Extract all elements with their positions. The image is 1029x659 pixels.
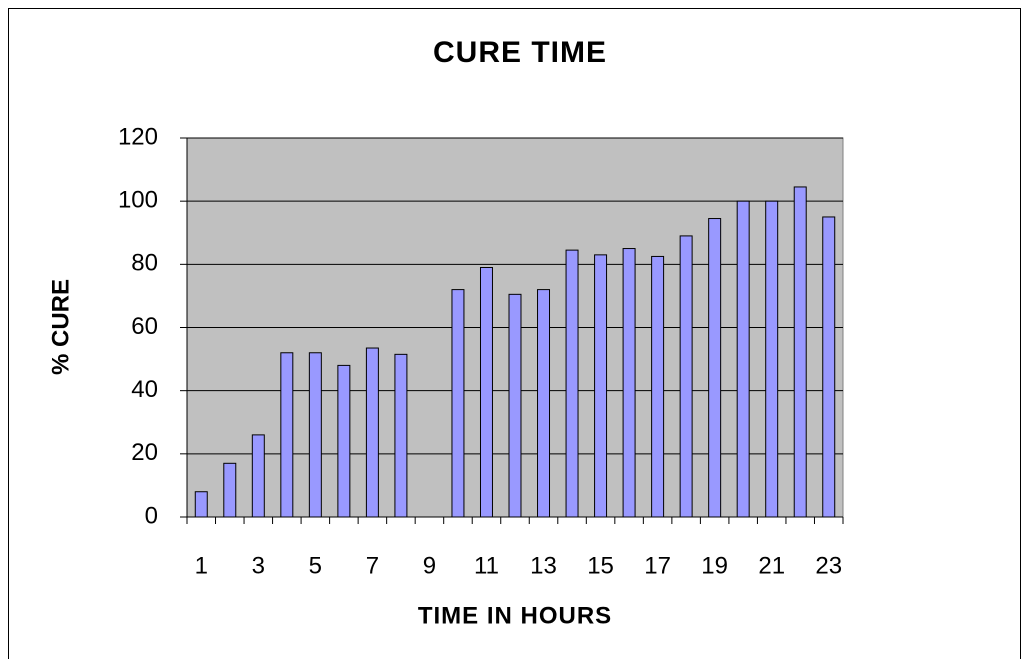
bar (479, 266, 493, 518)
bar (822, 216, 836, 518)
x-tick-label: 7 (366, 552, 379, 579)
bar (537, 289, 551, 518)
x-tick-label: 19 (701, 552, 728, 579)
bar (451, 289, 465, 518)
y-axis-label: % CURE (47, 279, 74, 375)
bar (394, 353, 408, 518)
bar (565, 249, 579, 518)
bar (280, 352, 294, 518)
bar (708, 218, 722, 518)
y-tick-label: 60 (131, 313, 158, 340)
x-tick-label: 3 (252, 552, 265, 579)
y-tick-label: 100 (118, 187, 158, 214)
bar (736, 200, 750, 518)
bar (793, 186, 807, 518)
x-tick-label: 5 (309, 552, 322, 579)
bar (594, 254, 608, 518)
x-tick-label: 23 (815, 552, 842, 579)
y-tick-label: 40 (131, 376, 158, 403)
x-tick-label: 15 (587, 552, 614, 579)
bar (679, 235, 693, 518)
x-tick-label: 11 (474, 552, 499, 579)
bar (622, 248, 636, 518)
bar (508, 293, 522, 518)
x-tick-label: 13 (530, 552, 557, 579)
bar (251, 434, 265, 518)
y-tick-label: 80 (131, 250, 158, 277)
y-tick-label: 20 (131, 439, 158, 466)
chart-title: CURE TIME (433, 36, 607, 69)
y-tick-label: 0 (145, 502, 158, 529)
bar (308, 352, 322, 518)
x-tick-label: 9 (423, 552, 436, 579)
bar (194, 491, 208, 518)
x-axis-label: TIME IN HOURS (418, 602, 612, 629)
bar (223, 462, 237, 518)
x-tick-label: 17 (644, 552, 671, 579)
y-tick-label: 120 (118, 123, 158, 150)
bar (765, 200, 779, 518)
x-tick-label: 1 (195, 552, 208, 579)
bar (337, 364, 351, 518)
x-tick-label: 21 (758, 552, 785, 579)
bar (651, 255, 665, 518)
bar (365, 347, 379, 518)
